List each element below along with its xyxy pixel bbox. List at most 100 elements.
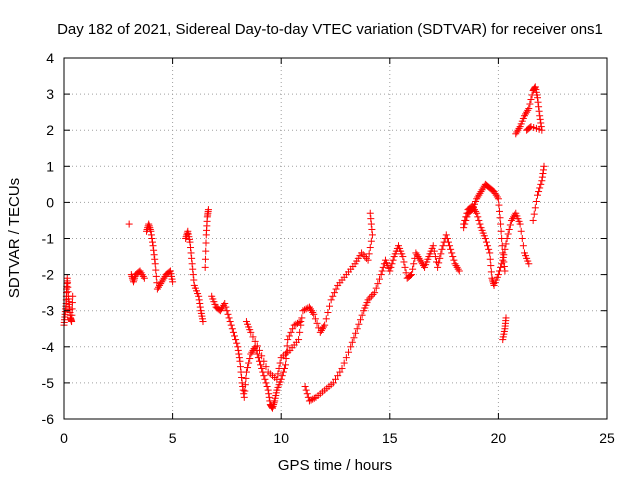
data-point-marker [452,262,460,270]
x-tick-label: 20 [491,430,507,446]
data-point-marker [217,305,225,313]
data-point-marker [498,260,506,268]
y-tick-label: 0 [46,194,54,210]
data-point-marker [399,253,407,261]
data-point-marker [475,191,483,199]
data-point-marker [485,245,493,253]
data-point-marker [202,239,210,247]
data-point-marker [283,342,291,350]
data-point-marker [524,106,532,114]
data-point-marker [308,307,316,315]
data-point-marker [446,242,454,250]
data-point-marker [488,274,496,282]
data-point-marker [140,274,148,282]
data-point-marker [187,249,195,257]
data-point-marker [494,195,502,203]
data-point-marker [187,244,195,252]
data-point-marker [139,272,147,280]
data-point-marker [263,383,271,391]
data-point-marker [537,119,545,127]
data-point-marker [261,375,269,383]
data-point-marker [477,188,485,196]
data-point-marker [502,240,510,248]
data-point-marker [525,105,533,113]
data-point-marker [495,201,503,209]
data-point-marker [332,375,339,383]
data-point-marker [495,267,503,275]
y-tick-label: -1 [42,231,55,247]
data-point-marker [305,397,313,405]
data-point-marker [356,316,364,324]
data-point-marker [136,267,144,275]
data-point-marker [316,328,324,336]
data-point-marker [408,271,416,279]
data-point-marker [365,250,373,258]
data-point-marker [387,263,395,271]
data-point-marker [297,321,305,329]
data-point-marker [366,294,374,302]
data-point-marker [355,320,363,328]
data-point-marker [529,216,537,224]
data-point-marker [190,276,198,284]
data-point-marker [523,126,531,134]
data-point-marker [195,296,203,304]
data-point-marker [273,375,281,383]
data-point-marker [289,325,297,333]
data-point-marker [490,280,498,288]
data-point-marker [534,98,542,106]
data-point-marker [270,399,278,407]
data-point-marker [329,292,337,300]
x-tick-label: 5 [169,430,177,446]
data-point-marker [374,280,382,288]
data-point-marker [326,302,334,310]
data-point-marker [495,207,503,215]
data-point-marker [400,258,408,266]
data-point-marker [338,364,346,372]
data-point-marker [526,100,534,108]
data-point-marker [254,354,262,362]
y-axis-ticks: -6 -5 -4 -3 -2 -1 0 1 2 3 4 [42,50,607,427]
data-point-marker [287,328,295,336]
data-point-marker [503,235,511,242]
data-point-marker [292,320,300,328]
data-point-marker [228,325,236,333]
data-point-marker [413,251,421,259]
data-point-marker [451,260,459,268]
data-point-marker [507,216,515,224]
data-point-marker [362,254,370,262]
data-point-marker [241,387,249,395]
data-point-marker [476,220,484,228]
data-point-marker [260,372,268,380]
data-point-marker [498,242,506,250]
data-point-marker [251,337,259,345]
data-point-marker [538,177,546,185]
data-point-marker [231,332,239,340]
data-point-marker [307,305,315,313]
data-point-marker [368,231,376,239]
data-point-marker [462,213,470,221]
data-point-marker [504,230,512,238]
data-point-marker [410,260,418,268]
data-point-marker [366,244,374,252]
data-point-marker [478,186,486,194]
data-point-marker [320,323,328,331]
data-point-marker [157,280,165,288]
data-point-marker [152,266,160,274]
data-point-marker [481,235,489,242]
data-point-marker [345,348,353,356]
data-point-marker [148,235,156,242]
data-point-marker [367,292,375,300]
data-point-marker [239,386,247,394]
data-point-marker [201,263,209,271]
data-point-marker [225,314,233,322]
data-point-marker [131,274,139,282]
data-point-marker [524,125,532,133]
data-point-marker [522,110,530,118]
data-point-marker [279,368,287,376]
data-point-marker [463,209,471,217]
data-point-marker [152,272,160,280]
data-point-marker [533,94,541,102]
data-point-marker [386,267,394,275]
data-point-marker [501,245,509,253]
